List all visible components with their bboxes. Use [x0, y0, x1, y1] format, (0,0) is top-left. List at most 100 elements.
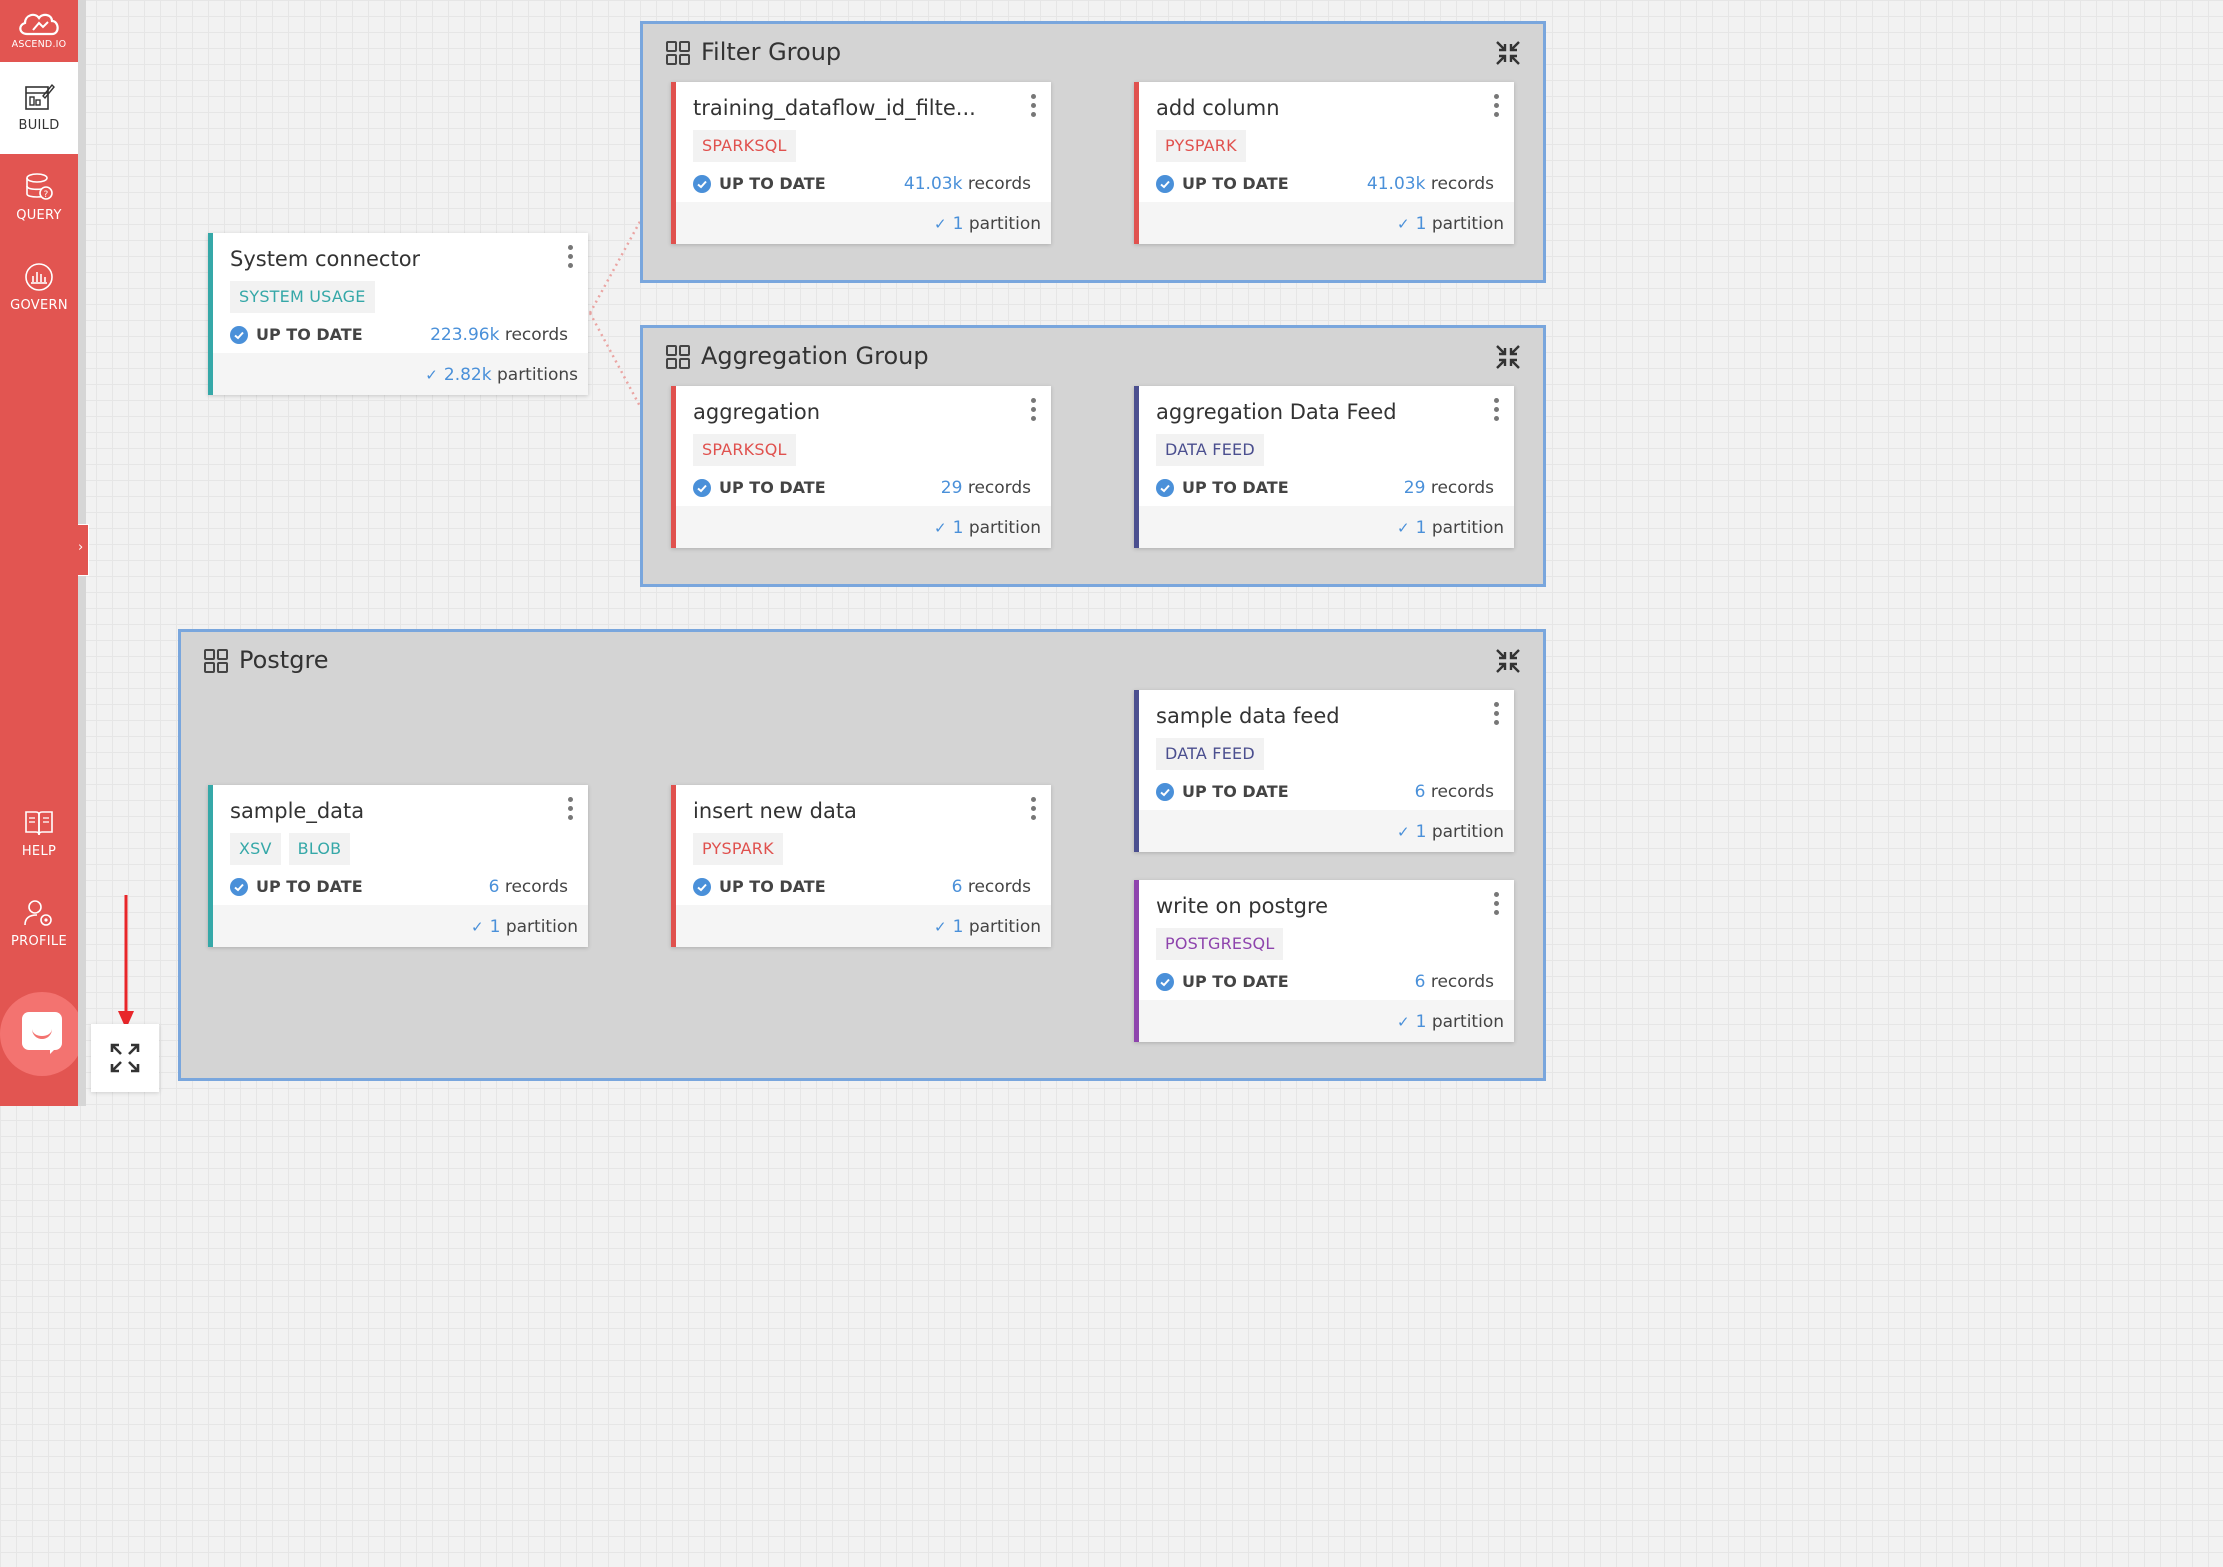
record-count-value: 6 — [1414, 972, 1426, 992]
sidebar-item-build[interactable]: BUILD — [0, 62, 78, 154]
partition-count: ✓ 2.82k partitions — [425, 365, 578, 385]
check-circle-icon — [1156, 479, 1174, 497]
annotation-arrow-icon — [118, 895, 134, 1029]
record-count: 6 records — [1414, 972, 1494, 992]
type-tag: SPARKSQL — [693, 434, 796, 466]
partition-count: ✓ 1 partition — [1397, 1012, 1504, 1032]
cloud-logo-icon — [19, 13, 59, 36]
type-tag: DATA FEED — [1156, 434, 1264, 466]
component-card-aggregation-data-feed[interactable]: aggregation Data Feed DATA FEED UP TO DA… — [1134, 386, 1514, 548]
more-options-icon[interactable] — [1494, 94, 1500, 121]
component-card-aggregation[interactable]: aggregation SPARKSQL UP TO DATE 29 recor… — [671, 386, 1051, 548]
sidebar-item-profile[interactable]: PROFILE — [0, 878, 78, 970]
check-circle-icon — [1156, 783, 1174, 801]
more-options-icon[interactable] — [568, 245, 574, 272]
type-tag: PYSPARK — [693, 833, 783, 865]
check-circle-icon — [693, 878, 711, 896]
status-text: UP TO DATE — [1182, 174, 1289, 193]
expand-all-button[interactable] — [91, 1024, 159, 1092]
component-card-training-dataflow[interactable]: training_dataflow_id_filte... SPARKSQL U… — [671, 82, 1051, 244]
sidebar-expand-tab[interactable]: › — [78, 524, 89, 576]
partition-count-value: 1 — [952, 917, 964, 937]
more-options-icon[interactable] — [1494, 398, 1500, 425]
sidebar-item-label: PROFILE — [11, 934, 67, 949]
type-tag: POSTGRESQL — [1156, 928, 1284, 960]
svg-text:?: ? — [44, 190, 49, 200]
component-card-write-on-postgre[interactable]: write on postgre POSTGRESQL UP TO DATE 6… — [1134, 880, 1514, 1042]
record-count: 6 records — [1414, 782, 1494, 802]
card-title: add column — [1156, 96, 1280, 120]
check-icon: ✓ — [1397, 1013, 1410, 1031]
sidebar-item-govern[interactable]: GOVERN — [0, 242, 78, 334]
partition-count-value: 1 — [1415, 1012, 1427, 1032]
ascend-logo[interactable]: ASCEND.IO — [0, 0, 78, 62]
more-options-icon[interactable] — [568, 797, 574, 824]
group-title: Postgre — [239, 646, 329, 674]
status-indicator: UP TO DATE — [1156, 972, 1289, 991]
chat-launcher-button[interactable] — [0, 992, 84, 1076]
card-title: sample data feed — [1156, 704, 1340, 728]
partition-count-value: 1 — [1415, 214, 1427, 234]
status-text: UP TO DATE — [719, 877, 826, 896]
build-icon — [0, 62, 78, 112]
collapse-icon[interactable] — [1495, 648, 1521, 674]
component-card-insert-new-data[interactable]: insert new data PYSPARK UP TO DATE 6 rec… — [671, 785, 1051, 947]
status-indicator: UP TO DATE — [693, 174, 826, 193]
record-count: 29 records — [940, 478, 1031, 498]
type-tag: BLOB — [288, 833, 351, 865]
check-icon: ✓ — [1397, 519, 1410, 537]
status-text: UP TO DATE — [256, 325, 363, 344]
group-grid-icon — [666, 345, 690, 369]
check-icon: ✓ — [1397, 215, 1410, 233]
type-tag: XSV — [230, 833, 281, 865]
status-text: UP TO DATE — [1182, 478, 1289, 497]
status-indicator: UP TO DATE — [693, 478, 826, 497]
more-options-icon[interactable] — [1031, 398, 1037, 425]
record-count: 6 records — [488, 877, 568, 897]
check-circle-icon — [230, 878, 248, 896]
group-title: Aggregation Group — [701, 342, 929, 370]
profile-icon — [0, 878, 78, 928]
check-circle-icon — [693, 479, 711, 497]
record-count-value: 41.03k — [903, 174, 963, 194]
connection-line — [588, 162, 674, 314]
sidebar-item-query[interactable]: ? QUERY — [0, 152, 78, 244]
partition-count: ✓ 1 partition — [934, 214, 1041, 234]
status-text: UP TO DATE — [719, 478, 826, 497]
record-count: 6 records — [951, 877, 1031, 897]
record-count-value: 29 — [940, 478, 963, 498]
group-grid-icon — [666, 41, 690, 65]
more-options-icon[interactable] — [1494, 892, 1500, 919]
partition-count: ✓ 1 partition — [1397, 214, 1504, 234]
partition-count-value: 1 — [1415, 822, 1427, 842]
sidebar-item-help[interactable]: HELP — [0, 788, 78, 880]
record-count-value: 6 — [1414, 782, 1426, 802]
chat-icon — [22, 1012, 62, 1050]
record-count-value: 6 — [951, 877, 963, 897]
status-indicator: UP TO DATE — [230, 877, 363, 896]
status-indicator: UP TO DATE — [230, 325, 363, 344]
check-circle-icon — [1156, 973, 1174, 991]
check-icon: ✓ — [934, 519, 947, 537]
card-title: write on postgre — [1156, 894, 1329, 918]
more-options-icon[interactable] — [1031, 94, 1037, 121]
check-icon: ✓ — [934, 918, 947, 936]
group-title: Filter Group — [701, 38, 842, 66]
component-card-system-connector[interactable]: System connector SYSTEM USAGE UP TO DATE… — [208, 233, 588, 395]
partition-count-value: 1 — [952, 214, 964, 234]
govern-icon — [0, 242, 78, 292]
component-card-sample-data-feed[interactable]: sample data feed DATA FEED UP TO DATE 6 … — [1134, 690, 1514, 852]
collapse-icon[interactable] — [1495, 40, 1521, 66]
check-icon: ✓ — [934, 215, 947, 233]
component-card-add-column[interactable]: add column PYSPARK UP TO DATE 41.03k rec… — [1134, 82, 1514, 244]
sidebar: ASCEND.IO BUILD ? QUERY GOVERN HELP PROF… — [0, 0, 84, 1106]
more-options-icon[interactable] — [1494, 702, 1500, 729]
collapse-icon[interactable] — [1495, 344, 1521, 370]
sidebar-item-label: QUERY — [16, 208, 62, 223]
status-indicator: UP TO DATE — [1156, 782, 1289, 801]
component-card-sample-data[interactable]: sample_data XSV BLOB UP TO DATE 6 records… — [208, 785, 588, 947]
check-circle-icon — [1156, 175, 1174, 193]
type-tag: DATA FEED — [1156, 738, 1264, 770]
more-options-icon[interactable] — [1031, 797, 1037, 824]
type-tag: PYSPARK — [1156, 130, 1246, 162]
